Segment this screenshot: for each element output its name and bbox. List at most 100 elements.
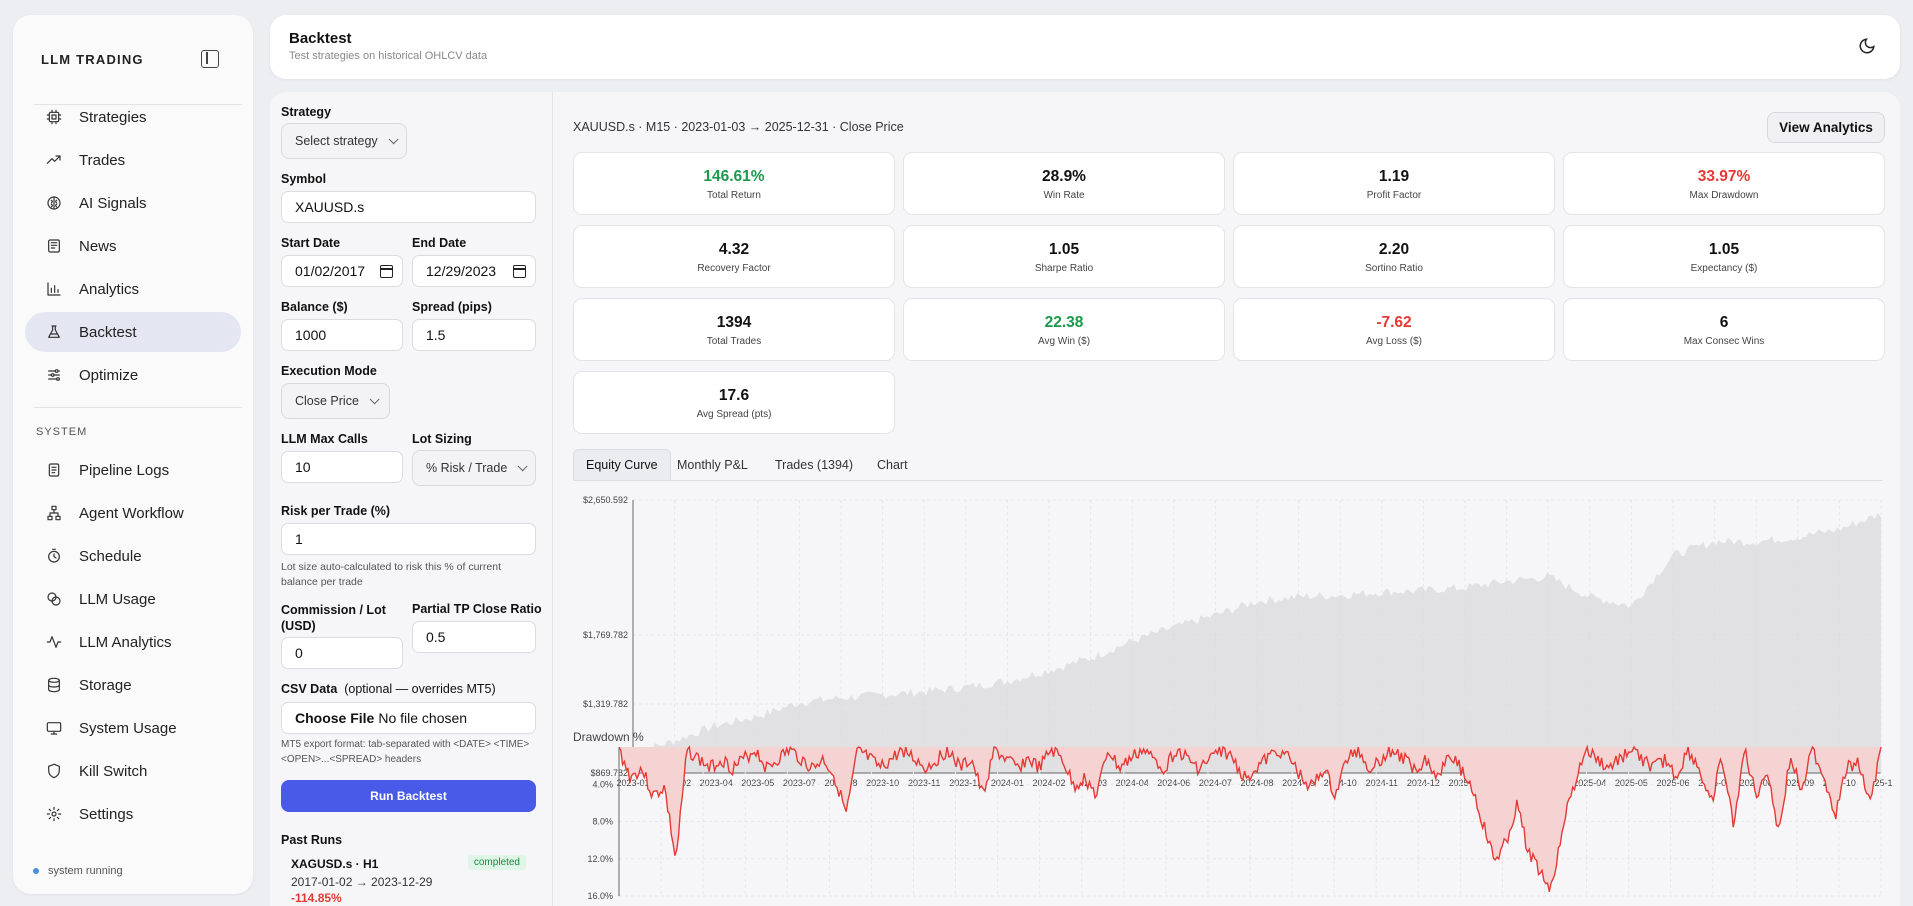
sidebar-item-ai-signals[interactable]: AI Signals xyxy=(25,183,241,223)
sidebar-item-kill-switch[interactable]: Kill Switch xyxy=(25,751,241,791)
execution-mode-select[interactable]: Close Price xyxy=(281,383,390,419)
llm-max-calls-input[interactable]: 10 xyxy=(281,451,403,483)
sidebar-item-llm-analytics[interactable]: LLM Analytics xyxy=(25,622,241,662)
risk-per-trade-label: Risk per Trade (%) xyxy=(281,504,391,518)
kpi-card-sortino-ratio: 2.20 Sortino Ratio xyxy=(1233,225,1555,288)
partial-tp-input[interactable]: 0.5 xyxy=(412,621,536,653)
kpi-card-recovery-factor: 4.32 Recovery Factor xyxy=(573,225,895,288)
trend-up-icon xyxy=(46,152,62,168)
symbol-input[interactable]: XAUUSD.s xyxy=(281,191,536,223)
calendar-icon[interactable] xyxy=(380,265,393,278)
choose-file-button[interactable]: Choose File xyxy=(295,710,375,726)
end-date-value: 12/29/2023 xyxy=(426,263,497,279)
x-tick-label: 2023-10 xyxy=(866,778,899,788)
sidebar-item-settings[interactable]: Settings xyxy=(25,794,241,834)
x-tick-label: 2024-02 xyxy=(1032,778,1065,788)
sidebar-item-storage[interactable]: Storage xyxy=(25,665,241,705)
brand-title: LLM TRADING xyxy=(41,52,144,67)
kpi-card-total-trades: 1394 Total Trades xyxy=(573,298,895,361)
execution-mode-value: Close Price xyxy=(295,394,359,408)
kpi-label: Profit Factor xyxy=(1366,190,1422,201)
sidebar-item-backtest[interactable]: Backtest xyxy=(25,312,241,352)
kpi-card-total-return: 146.61% Total Return xyxy=(573,152,895,215)
past-run-item[interactable]: XAGUSD.s · H1 completed 2017-01-02 → 202… xyxy=(281,855,536,906)
x-tick-label: 2023-05 xyxy=(741,778,774,788)
start-date-label: Start Date xyxy=(281,236,341,250)
x-tick-label: 2024-06 xyxy=(1157,778,1190,788)
sidebar-item-optimize[interactable]: Optimize xyxy=(25,355,241,395)
end-date-input[interactable]: 12/29/2023 xyxy=(412,255,536,287)
kpi-label: Total Return xyxy=(707,190,761,201)
kpi-value: 4.32 xyxy=(718,241,750,258)
kpi-value: 17.6 xyxy=(718,387,750,404)
past-run-dates: 2017-01-02 → 2023-12-29 xyxy=(291,875,433,889)
sidebar-item-strategies[interactable]: Strategies xyxy=(25,97,241,137)
strategy-select[interactable]: Select strategy xyxy=(281,123,407,159)
start-date-input[interactable]: 01/02/2017 xyxy=(281,255,403,287)
sidebar xyxy=(13,15,253,894)
partial-tp-label: Partial TP Close Ratio xyxy=(412,602,542,616)
y-tick-label: $1,319.782 xyxy=(583,699,628,709)
drawdown-line xyxy=(618,744,1882,892)
tab-trades-1394[interactable]: Trades (1394) xyxy=(775,457,854,472)
sidebar-item-llm-usage[interactable]: LLM Usage xyxy=(25,579,241,619)
sidebar-item-label: Storage xyxy=(79,676,132,694)
sidebar-item-agent-workflow[interactable]: Agent Workflow xyxy=(25,493,241,533)
view-analytics-button[interactable]: View Analytics xyxy=(1767,112,1885,143)
y-tick-label: $2,650.592 xyxy=(583,495,628,505)
kpi-value: 22.38 xyxy=(1044,314,1084,331)
y-tick-label: 12.0% xyxy=(587,854,613,864)
gear-icon xyxy=(46,806,62,822)
kpi-label: Avg Loss ($) xyxy=(1366,336,1422,347)
tab-chart[interactable]: Chart xyxy=(877,457,908,472)
x-tick-label: 2024-08 xyxy=(1240,778,1273,788)
balance-input[interactable]: 1000 xyxy=(281,319,403,351)
shield-icon xyxy=(46,763,62,779)
sidebar-item-analytics[interactable]: Analytics xyxy=(25,269,241,309)
x-tick-label: 2024-09 xyxy=(1282,778,1315,788)
calendar-icon[interactable] xyxy=(513,265,526,278)
past-run-name: XAGUSD.s · H1 xyxy=(291,857,379,871)
run-backtest-button[interactable]: Run Backtest xyxy=(281,780,536,812)
commission-input[interactable]: 0 xyxy=(281,637,403,669)
tab-monthly-p-l[interactable]: Monthly P&L xyxy=(677,457,748,472)
moon-icon xyxy=(1859,38,1875,54)
past-runs-label: Past Runs xyxy=(281,833,343,847)
kpi-label: Expectancy ($) xyxy=(1690,263,1758,274)
kpi-value: 6 xyxy=(1719,314,1729,331)
sidebar-divider xyxy=(34,104,242,105)
x-tick-label: 2023-01 xyxy=(616,778,649,788)
risk-per-trade-input[interactable]: 1 xyxy=(281,523,536,555)
sidebar-item-label: AI Signals xyxy=(79,194,147,212)
past-run-return: -114.85% xyxy=(291,891,342,905)
status-badge: completed xyxy=(467,855,526,870)
sidebar-item-pipeline-logs[interactable]: Pipeline Logs xyxy=(25,450,241,490)
drawdown-title: Drawdown % xyxy=(573,730,644,744)
sidebar-item-system-usage[interactable]: System Usage xyxy=(25,708,241,748)
kpi-value: 33.97% xyxy=(1697,168,1751,185)
tab-equity-curve[interactable]: Equity Curve xyxy=(573,449,671,480)
sidebar-item-news[interactable]: News xyxy=(25,226,241,266)
main-panel: Strategy Select strategy Symbol XAUUSD.s… xyxy=(270,92,1900,906)
sidebar-collapse-button[interactable] xyxy=(201,50,219,68)
y-tick-label: 8.0% xyxy=(592,817,613,827)
lot-sizing-select[interactable]: % Risk / Trade xyxy=(412,450,536,486)
x-tick-label: 2023-11 xyxy=(908,778,940,788)
kpi-value: 1.05 xyxy=(1708,241,1740,258)
sidebar-item-schedule[interactable]: Schedule xyxy=(25,536,241,576)
theme-toggle-button[interactable] xyxy=(1858,37,1876,55)
sidebar-item-label: Agent Workflow xyxy=(79,504,184,522)
strategy-select-value: Select strategy xyxy=(295,134,378,148)
flask-icon xyxy=(46,324,62,340)
y-tick-label: $1,769.782 xyxy=(583,630,628,640)
csv-file-input[interactable]: Choose File No file chosen xyxy=(281,702,536,734)
kpi-card-profit-factor: 1.19 Profit Factor xyxy=(1233,152,1555,215)
sidebar-item-trades[interactable]: Trades xyxy=(25,140,241,180)
system-section-label: SYSTEM xyxy=(36,426,88,438)
x-tick-label: 2023-12 xyxy=(949,778,982,788)
csv-hint: MT5 export format: tab-separated with <D… xyxy=(281,739,530,765)
sidebar-item-label: Optimize xyxy=(79,366,139,384)
spread-input[interactable]: 1.5 xyxy=(412,319,536,351)
csv-data-title: CSV Data xyxy=(281,682,338,696)
x-tick-label: 2025-01 xyxy=(1448,778,1481,788)
